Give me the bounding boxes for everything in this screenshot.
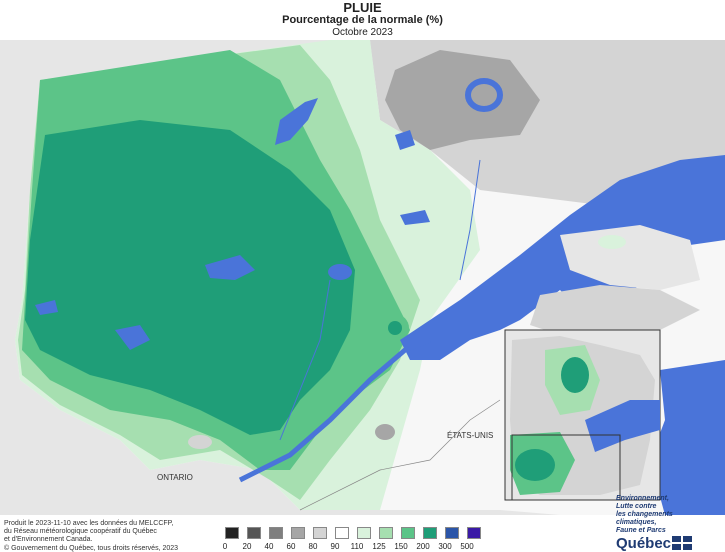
river-manicouagan [459, 159, 481, 281]
legend-swatch-5 [335, 527, 349, 539]
legend: 0 20 40 60 80 90 110 125 150 200 300 500 [223, 515, 490, 552]
legend-swatch-6 [357, 527, 371, 539]
river-saint-maurice [279, 279, 331, 441]
title-block: PLUIE Pourcentage de la normale (%) Octo… [0, 0, 725, 40]
lake-far-west [35, 300, 58, 315]
precipitation-map: ONTARIO ÉTATS-UNIS [0, 40, 725, 515]
footer: Produit le 2023-11-10 avec les données d… [0, 515, 725, 552]
legend-label-5: 90 [330, 542, 340, 551]
legend-label-4: 80 [308, 542, 318, 551]
lake-west [115, 325, 150, 350]
gulf-st-lawrence [400, 155, 725, 360]
credit-line-2: du Réseau météorologique coopératif du Q… [4, 528, 157, 535]
legend-swatch-7 [379, 527, 393, 539]
manicouagan-reservoir [465, 78, 504, 112]
legend-swatch-11 [467, 527, 481, 539]
legend-label-10: 300 [438, 542, 452, 551]
zone-gray-patch-1 [188, 435, 212, 449]
legend-label-8: 150 [394, 542, 408, 551]
zone-light-green-gulf [598, 235, 626, 249]
map-title: PLUIE [343, 0, 382, 15]
legend-label-2: 40 [264, 542, 274, 551]
ministry-line-1: Environnement, [616, 495, 669, 502]
lac-saint-jean [328, 264, 352, 280]
lake-saguenay-north [400, 210, 430, 225]
inset-darkgreen-north [561, 357, 589, 393]
legend-label-1: 20 [242, 542, 252, 551]
legend-swatch-8 [401, 527, 415, 539]
map-period: Octobre 2023 [332, 27, 393, 38]
quebec-wordmark: Québec [616, 535, 672, 552]
st-lawrence-river [238, 337, 431, 483]
zone-darkgreen-spot [388, 321, 402, 335]
zone-dark-green [25, 120, 355, 435]
credit-line-1: Produit le 2023-11-10 avec les données d… [4, 520, 174, 527]
copyright: © Gouvernement du Québec, tous droits ré… [4, 545, 179, 552]
legend-label-0: 0 [222, 542, 228, 551]
zone-gray-gaspesie [530, 285, 700, 340]
legend-label-6: 110 [350, 542, 364, 551]
fleur-de-lis-flag-icon [672, 536, 692, 550]
lake-mistassini [275, 98, 318, 145]
atlantic-water [650, 360, 725, 515]
ministry-line-3: les changements [616, 511, 673, 518]
inset-gulf-water [585, 400, 660, 452]
legend-label-9: 200 [416, 542, 430, 551]
label-ontario: ONTARIO [157, 473, 193, 482]
legend-swatch-1 [247, 527, 261, 539]
credit-line-3: et d'Environnement Canada. [4, 536, 93, 543]
border-us [299, 399, 501, 511]
map-subtitle: Pourcentage de la normale (%) [282, 14, 443, 26]
ministry-logo: Environnement, Lutte contre les changeme… [612, 495, 722, 552]
inset-extent-box [511, 434, 621, 501]
zone-darkgray-northeast [385, 50, 540, 150]
legend-swatch-9 [423, 527, 437, 539]
inset-darkgreen-south [515, 449, 555, 481]
label-usa: ÉTATS-UNIS [447, 431, 493, 440]
legend-swatch-10 [445, 527, 459, 539]
legend-swatch-0 [225, 527, 239, 539]
gulf-islands-area [560, 225, 700, 290]
ministry-line-5: Faune et Parcs [616, 527, 666, 534]
legend-label-3: 60 [286, 542, 296, 551]
lake-northeast [395, 130, 415, 150]
lake-central [205, 255, 255, 280]
zone-gray-patch-2 [375, 424, 395, 440]
legend-swatch-2 [269, 527, 283, 539]
legend-swatch-4 [313, 527, 327, 539]
ministry-line-2: Lutte contre [616, 503, 657, 510]
legend-label-11: 500 [460, 542, 474, 551]
ministry-line-4: climatiques, [616, 519, 657, 526]
legend-label-7: 125 [372, 542, 386, 551]
legend-swatch-3 [291, 527, 305, 539]
